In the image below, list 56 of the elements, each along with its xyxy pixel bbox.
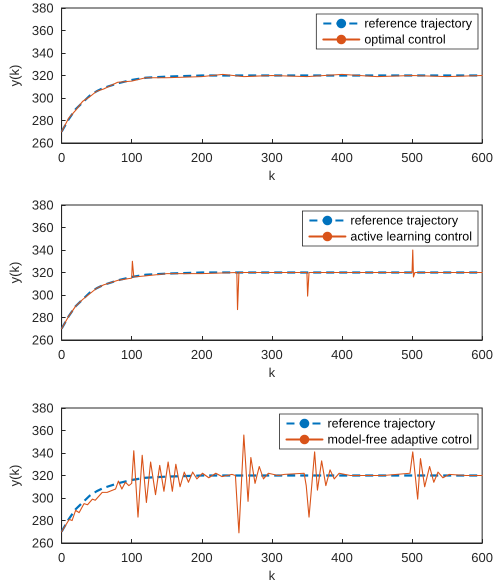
y-tick-label: 380 [32, 198, 54, 212]
x-tick-label: 400 [331, 347, 353, 362]
x-tick-label: 200 [190, 347, 213, 362]
y-tick-label: 300 [32, 288, 54, 302]
y-axis-title: y(k) [7, 64, 22, 86]
legend-label: active learning control [350, 230, 472, 244]
y-tick-label: 280 [32, 513, 54, 528]
y-tick-label: 300 [32, 90, 54, 106]
y-axis-title: y(k) [7, 464, 22, 486]
x-axis-title: k [268, 364, 276, 380]
line-series [61, 249, 483, 330]
y-tick-label: 340 [32, 46, 54, 60]
y-tick-label: 260 [32, 536, 54, 550]
y-tick-label: 280 [32, 113, 54, 128]
legend-label: reference trajectory [364, 16, 473, 30]
x-tick-label: 600 [471, 550, 494, 565]
legend-label: reference trajectory [327, 416, 436, 430]
x-tick-label: 600 [471, 150, 494, 165]
legend-label: optimal control [364, 32, 446, 46]
x-tick-label: 0 [58, 347, 66, 362]
legend-label: reference trajectory [350, 214, 459, 228]
x-axis-title: k [268, 568, 276, 583]
y-tick-label: 260 [32, 332, 54, 348]
y-tick-label: 380 [32, 0, 54, 16]
x-tick-label: 300 [261, 150, 283, 165]
y-tick-label: 340 [32, 446, 54, 460]
y-tick-label: 260 [32, 136, 54, 150]
x-tick-label: 100 [120, 150, 143, 165]
x-tick-label: 300 [261, 550, 283, 565]
x-tick-label: 500 [401, 150, 423, 165]
y-tick-label: 340 [32, 242, 54, 258]
x-tick-label: 100 [120, 347, 143, 362]
y-axis-title: y(k) [7, 262, 22, 284]
y-tick-label: 380 [32, 400, 54, 416]
x-tick-label: 100 [120, 550, 143, 565]
legend-label: model-free adaptive cotrol [327, 432, 472, 446]
x-tick-label: 0 [58, 550, 66, 565]
y-tick-label: 360 [32, 23, 54, 38]
y-tick-label: 360 [32, 220, 54, 235]
y-tick-label: 300 [32, 490, 54, 506]
x-tick-label: 300 [261, 347, 283, 362]
x-tick-label: 200 [190, 550, 213, 565]
x-tick-label: 0 [58, 150, 66, 165]
x-tick-label: 400 [331, 150, 353, 165]
x-tick-label: 400 [331, 550, 353, 565]
x-tick-label: 600 [471, 347, 494, 362]
x-tick-label: 200 [190, 150, 213, 165]
y-tick-label: 320 [32, 265, 54, 280]
y-tick-label: 360 [32, 423, 54, 438]
x-tick-label: 500 [401, 550, 423, 565]
y-tick-label: 320 [32, 68, 54, 83]
y-tick-label: 280 [32, 310, 54, 325]
x-tick-label: 500 [401, 347, 423, 362]
x-axis-title: k [268, 168, 276, 183]
line-series [61, 434, 483, 534]
y-tick-label: 320 [32, 468, 54, 483]
